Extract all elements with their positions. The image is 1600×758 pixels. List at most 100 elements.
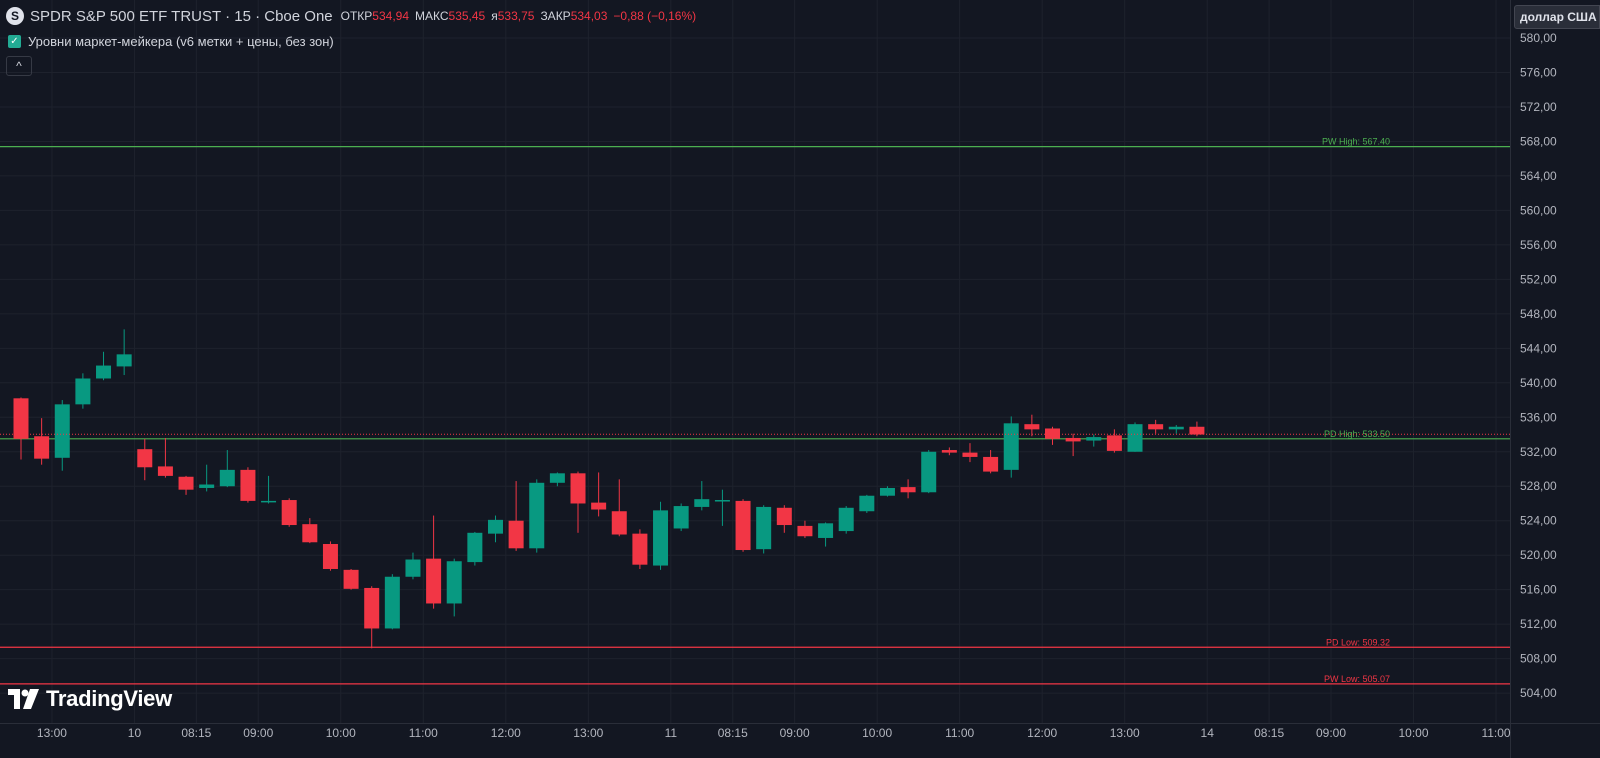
candle-body	[818, 523, 834, 538]
candle	[199, 464, 215, 492]
price-axis[interactable]: 504,00 508,00 512,00 516,00 520,00 524,00 528,…	[1510, 0, 1600, 758]
open-value: 534,94	[372, 9, 409, 23]
time-axis[interactable]: 13:00 10 08:15 09:00 10:00 11:00 12:00 13:00 11 0…	[0, 723, 1600, 741]
time-tick-label: 08:15	[181, 726, 211, 740]
candle	[240, 467, 256, 503]
candle	[632, 529, 648, 569]
candle	[487, 515, 503, 543]
candle-body	[281, 500, 297, 526]
candle-body	[941, 450, 957, 453]
candle	[818, 522, 834, 547]
time-tick-label: 11	[665, 726, 678, 740]
time-tick-label: 08:15	[718, 726, 748, 740]
candle-body	[54, 404, 70, 458]
symbol-logo-icon[interactable]: S	[6, 7, 24, 25]
candle-body	[962, 452, 978, 457]
candle-body	[199, 484, 215, 488]
high-label: МАКС	[415, 9, 449, 23]
candle-body	[1127, 424, 1143, 452]
level-label: PW High: 567.40	[1322, 137, 1390, 147]
candle-body	[240, 469, 256, 501]
close-value: 534,03	[570, 9, 608, 23]
time-tick-label: 14	[1201, 726, 1215, 740]
candle	[673, 503, 689, 532]
candle	[54, 400, 70, 471]
candle-body	[735, 500, 751, 551]
price-tick-label: 520,00	[1520, 548, 1557, 562]
price-tick-label: 540,00	[1520, 376, 1557, 390]
candle-body	[261, 500, 277, 503]
candle	[591, 472, 607, 517]
candle-body	[302, 524, 318, 543]
candle	[116, 329, 132, 376]
chevron-up-icon: ^	[16, 59, 22, 73]
candle	[178, 475, 194, 495]
price-tick-label: 532,00	[1520, 445, 1557, 459]
candle-body	[549, 473, 565, 483]
candle	[137, 438, 153, 481]
time-tick-label: 10:00	[1399, 726, 1429, 740]
candle-body	[1106, 435, 1122, 451]
indicator-label[interactable]: Уровни маркет-мейкера (v6 метки + цены, …	[28, 34, 334, 49]
candle-body	[1086, 437, 1102, 441]
candle-body	[756, 506, 772, 550]
candle	[322, 541, 338, 571]
time-tick-label: 11:00	[1481, 726, 1510, 740]
candle	[756, 505, 772, 554]
ohlc-values: ОТКР534,94 МАКС535,45 я533,75 ЗАКР534,03…	[341, 9, 697, 23]
candle-body	[1045, 428, 1060, 439]
candle-body	[384, 576, 400, 629]
candle	[735, 499, 751, 552]
price-tick-label: 576,00	[1520, 65, 1557, 79]
candle-body	[343, 569, 359, 589]
candle	[941, 447, 957, 456]
candle	[549, 472, 565, 487]
candle	[962, 443, 978, 463]
candle-body	[364, 587, 380, 629]
candle-body	[879, 487, 895, 496]
candle	[219, 450, 235, 488]
time-tick-label: 10:00	[862, 726, 892, 740]
currency-button[interactable]: доллар США	[1514, 5, 1600, 29]
candle-body	[1065, 437, 1081, 442]
candle	[261, 475, 277, 504]
candle-body	[983, 456, 999, 472]
candle	[75, 373, 91, 409]
candlestick-series	[13, 329, 1205, 649]
close-label: ЗАКР	[540, 9, 571, 23]
candle-body	[611, 511, 627, 535]
candle	[838, 506, 854, 534]
candle	[426, 515, 442, 609]
checkbox-icon[interactable]: ✓	[8, 35, 21, 48]
candle	[776, 505, 792, 533]
open-label: ОТКР	[340, 9, 373, 23]
price-tick-label: 516,00	[1520, 583, 1557, 597]
candle-body	[632, 533, 648, 565]
candle-body	[34, 436, 50, 459]
candle	[281, 498, 297, 527]
symbol-title[interactable]: SPDR S&P 500 ETF TRUST · 15 · Cboe One	[30, 7, 333, 25]
candle	[983, 450, 999, 474]
candle-body	[467, 532, 483, 563]
candle	[364, 586, 380, 649]
price-tick-label: 548,00	[1520, 307, 1557, 321]
level-label: PW Low: 505.07	[1324, 674, 1390, 684]
indicator-legend[interactable]: ✓ Уровни маркет-мейкера (v6 метки + цены…	[8, 34, 334, 49]
candle	[900, 479, 916, 499]
candle	[96, 351, 112, 381]
candle	[1065, 433, 1081, 457]
candle-body	[157, 466, 173, 476]
price-tick-label: 552,00	[1520, 272, 1557, 286]
time-tick-label: 09:00	[243, 726, 273, 740]
price-tick-label: 512,00	[1520, 617, 1557, 631]
candle	[1024, 414, 1040, 437]
collapse-legend-button[interactable]: ^	[6, 56, 32, 76]
candle-body	[219, 469, 235, 487]
candle	[1127, 422, 1143, 452]
time-tick-label: 10	[128, 726, 142, 740]
candle-body	[529, 482, 545, 549]
candle	[302, 518, 318, 544]
candle-body	[570, 473, 586, 504]
